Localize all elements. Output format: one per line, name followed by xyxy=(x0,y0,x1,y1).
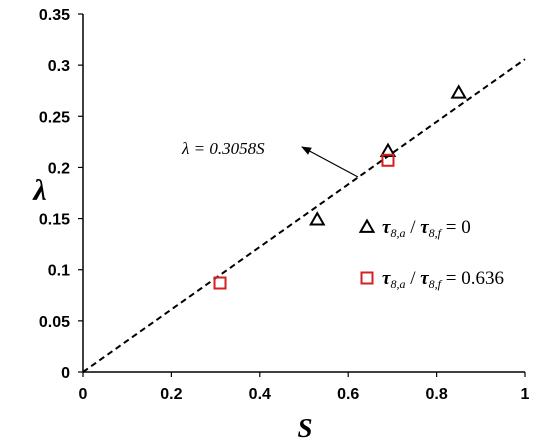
y-tick-label: 0.05 xyxy=(39,314,70,331)
y-tick-label: 0 xyxy=(61,365,70,382)
y-tick-label: 0.35 xyxy=(39,7,70,24)
annotation-arrow xyxy=(302,147,358,177)
x-tick-label: 0.8 xyxy=(425,386,447,403)
legend-triangle-marker xyxy=(361,221,374,232)
y-tick-label: 0.1 xyxy=(48,263,70,280)
x-tick-label: 0.2 xyxy=(160,386,182,403)
square-data-point xyxy=(215,278,226,289)
x-tick-label: 0.4 xyxy=(249,386,271,403)
legend-square-marker xyxy=(362,273,373,284)
x-tick-label: 0.6 xyxy=(337,386,359,403)
x-tick-label: 1 xyxy=(521,386,530,403)
x-tick-label: 0 xyxy=(79,386,88,403)
y-tick-label: 0.3 xyxy=(48,58,70,75)
legend-entry-label: τ8,a / τ8,f = 0 xyxy=(382,217,471,240)
triangle-data-point xyxy=(452,86,465,97)
y-axis-label: λ xyxy=(31,174,46,207)
y-tick-label: 0.15 xyxy=(39,212,70,229)
legend-entry-label: τ8,a / τ8,f = 0.636 xyxy=(382,268,504,291)
y-tick-label: 0.2 xyxy=(48,160,70,177)
fit-line xyxy=(83,59,525,372)
triangle-data-point xyxy=(311,213,324,224)
fit-equation-label: λ = 0.3058S xyxy=(181,139,265,158)
y-tick-label: 0.25 xyxy=(39,109,70,126)
x-axis-label: S xyxy=(297,413,312,443)
